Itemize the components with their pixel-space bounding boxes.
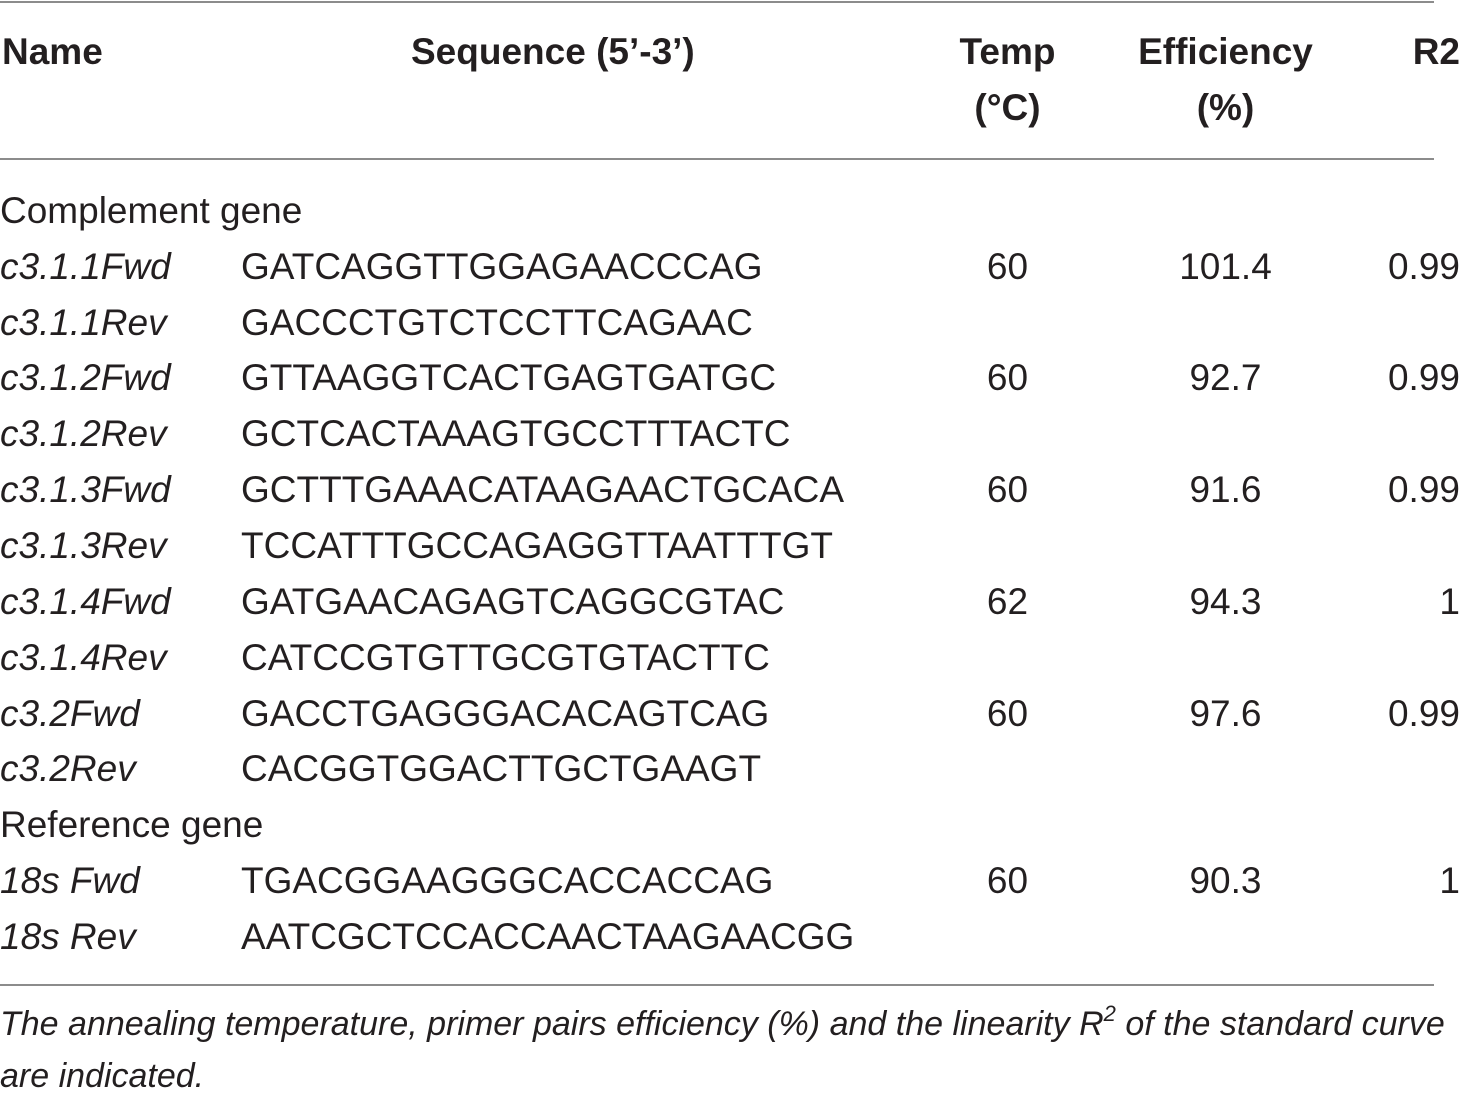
primer-sequence: GCTCACTAAAGTGCCTTTACTC [241, 413, 791, 455]
table-row: c3.1.4Fwd GATGAACAGAGTCAGGCGTAC 62 94.3 1 [0, 574, 1460, 630]
section-row: Complement gene [0, 183, 1460, 239]
table-footnote: The annealing temperature, primer pairs … [0, 998, 1450, 1102]
r2-value: 0.99 [1387, 692, 1460, 734]
table-row: 18s Rev AATCGCTCCACCAACTAAGAACGG [0, 909, 1460, 965]
table-row: c3.1.1Rev GACCCTGTCTCCTTCAGAAC [0, 295, 1460, 351]
annealing-temp: 60 [986, 469, 1029, 511]
table-row: c3.1.4Rev CATCCGTGTTGCGTGTACTTC [0, 630, 1460, 686]
efficiency-value: 94.3 [1189, 580, 1262, 622]
efficiency-value [1105, 909, 1346, 965]
primer-sequence: GATGAACAGAGTCAGGCGTAC [241, 580, 785, 622]
primer-name: c3.2Rev [0, 748, 136, 790]
annealing-temp [910, 406, 1105, 462]
efficiency-value [1105, 518, 1346, 574]
primer-name: c3.1.2Rev [0, 413, 167, 455]
table-row: c3.1.2Rev GCTCACTAAAGTGCCTTTACTC [0, 406, 1460, 462]
r2-value: 1 [1439, 860, 1460, 902]
primer-name: c3.1.4Rev [0, 636, 167, 678]
annealing-temp: 60 [986, 860, 1029, 902]
table-row: c3.1.3Fwd GCTTTGAAACATAAGAACTGCACA 60 91.6 0… [0, 462, 1460, 518]
primer-name: c3.1.3Rev [0, 524, 167, 566]
header-temp-line2: (°C) [974, 87, 1041, 128]
primer-name: c3.1.1Fwd [0, 245, 171, 287]
section-row: Reference gene [0, 797, 1460, 853]
efficiency-value [1105, 406, 1346, 462]
top-rule [0, 1, 1434, 3]
primer-sequence: TGACGGAAGGGCACCACCAG [241, 860, 774, 902]
primer-sequence: GTTAAGGTCACTGAGTGATGC [241, 357, 777, 399]
efficiency-value [1105, 741, 1346, 797]
annealing-temp [910, 741, 1105, 797]
efficiency-value: 91.6 [1189, 469, 1262, 511]
annealing-temp: 60 [986, 245, 1029, 287]
efficiency-value: 97.6 [1189, 692, 1262, 734]
header-name: Name [2, 31, 103, 72]
bottom-rule [0, 984, 1434, 986]
primer-name: c3.1.4Fwd [0, 580, 171, 622]
primer-table: Complement gene c3.1.1Fwd GATCAGGTTGGAGAAC… [0, 183, 1460, 965]
header-sequence: Sequence (5’-3’) [411, 31, 695, 72]
primer-name: 18s Rev [0, 915, 136, 957]
efficiency-value [1105, 630, 1346, 686]
r2-value [1346, 295, 1460, 351]
efficiency-value: 90.3 [1189, 860, 1262, 902]
annealing-temp: 60 [986, 692, 1029, 734]
table-row: c3.2Fwd GACCTGAGGGACACAGTCAG 60 97.6 0.99 [0, 686, 1460, 742]
primer-sequence: GACCCTGTCTCCTTCAGAAC [241, 301, 753, 343]
table-row: c3.1.3Rev TCCATTTGCCAGAGGTTAATTTGT [0, 518, 1460, 574]
primer-sequence: CATCCGTGTTGCGTGTACTTC [241, 636, 770, 678]
r2-value [1346, 630, 1460, 686]
efficiency-value: 101.4 [1179, 245, 1272, 287]
section-title: Complement gene [0, 189, 303, 231]
footnote-superscript: 2 [1103, 1001, 1116, 1026]
table-row: c3.2Rev CACGGTGGACTTGCTGAAGT [0, 741, 1460, 797]
r2-value [1346, 741, 1460, 797]
header-r2: R2 [1412, 31, 1460, 72]
annealing-temp [910, 295, 1105, 351]
primer-name: c3.1.1Rev [0, 301, 167, 343]
table-row: c3.1.1Fwd GATCAGGTTGGAGAACCCAG 60 101.4 0.99 [0, 239, 1460, 295]
table-row: 18s Fwd TGACGGAAGGGCACCACCAG 60 90.3 1 [0, 853, 1460, 909]
r2-value [1346, 406, 1460, 462]
header-rule [0, 158, 1434, 160]
r2-value: 0.99 [1387, 245, 1460, 287]
r2-value [1346, 518, 1460, 574]
annealing-temp [910, 630, 1105, 686]
primer-sequence: GACCTGAGGGACACAGTCAG [241, 692, 770, 734]
r2-value: 0.99 [1387, 357, 1460, 399]
primer-name: c3.1.3Fwd [0, 469, 171, 511]
annealing-temp [910, 518, 1105, 574]
r2-value [1346, 909, 1460, 965]
annealing-temp: 60 [986, 357, 1029, 399]
primer-sequence: GCTTTGAAACATAAGAACTGCACA [241, 469, 845, 511]
primer-sequence: GATCAGGTTGGAGAACCCAG [241, 245, 763, 287]
header-efficiency-line1: Efficiency [1138, 31, 1313, 72]
primer-name: 18s Fwd [0, 860, 140, 902]
primer-name: c3.2Fwd [0, 692, 140, 734]
r2-value: 0.99 [1387, 469, 1460, 511]
primer-name: c3.1.2Fwd [0, 357, 171, 399]
primer-sequence: AATCGCTCCACCAACTAAGAACGG [241, 915, 855, 957]
annealing-temp: 62 [986, 580, 1029, 622]
header-temp-line1: Temp [959, 31, 1056, 72]
footnote-text-end: of the standard curve are indicated. [0, 1005, 1445, 1095]
r2-value: 1 [1439, 580, 1460, 622]
primer-sequence: CACGGTGGACTTGCTGAAGT [241, 748, 762, 790]
efficiency-value: 92.7 [1189, 357, 1262, 399]
annealing-temp [910, 909, 1105, 965]
table-row: c3.1.2Fwd GTTAAGGTCACTGAGTGATGC 60 92.7 0.99 [0, 351, 1460, 407]
footnote-text: The annealing temperature, primer pairs … [0, 1005, 1104, 1043]
section-title: Reference gene [0, 804, 264, 846]
efficiency-value [1105, 295, 1346, 351]
header-efficiency-line2: (%) [1196, 87, 1255, 128]
primer-sequence: TCCATTTGCCAGAGGTTAATTTGT [241, 524, 833, 566]
